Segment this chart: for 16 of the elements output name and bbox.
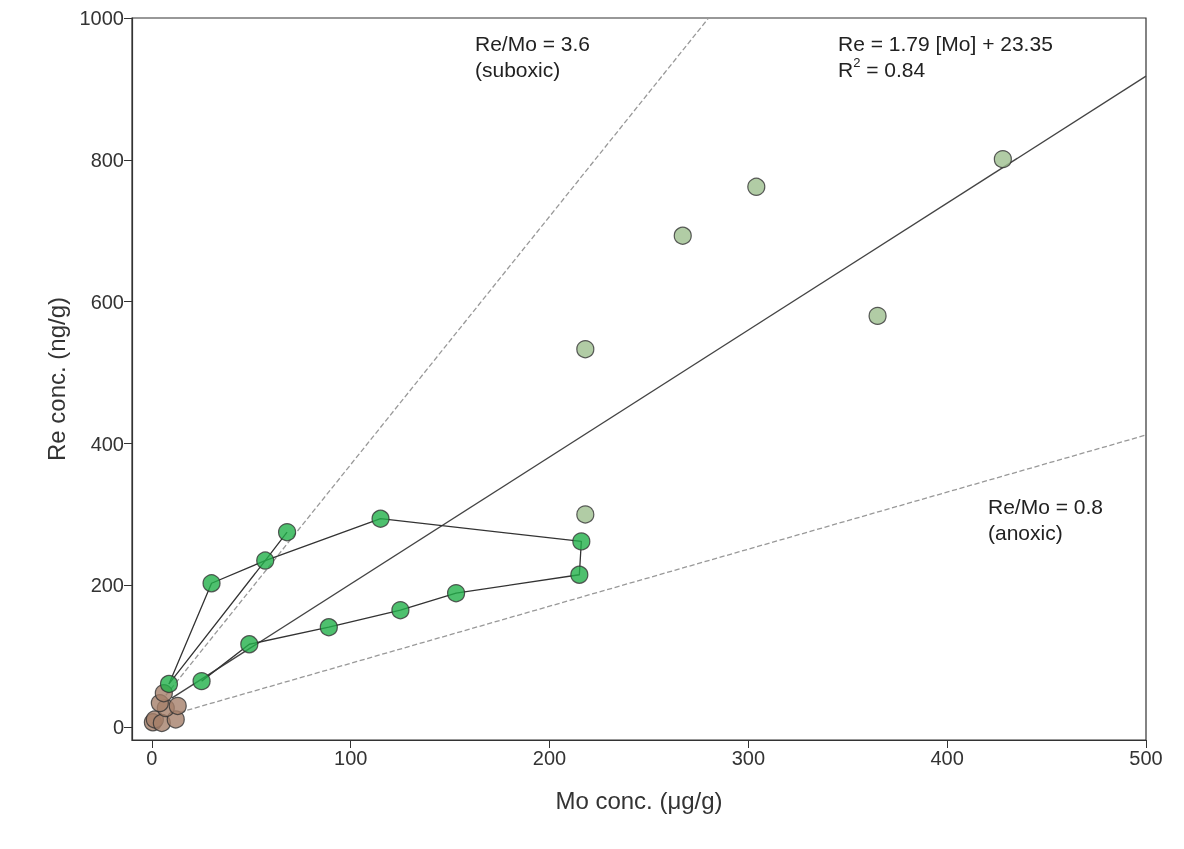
annotation: Re/Mo = 0.8 (anoxic)	[988, 494, 1103, 544]
x-tick-label: 100	[334, 747, 368, 769]
y-tick-label: 600	[90, 290, 124, 313]
x-tick-label: 500	[1129, 747, 1163, 769]
y-tick-label: 200	[90, 574, 124, 597]
annotation: Re/Mo = 3.6 (suboxic)	[475, 31, 590, 81]
y-tick-label: 800	[90, 148, 124, 171]
x-tick-label: 0	[146, 747, 158, 769]
y-tick-label: 0	[112, 716, 124, 739]
x-axis-title: Mo conc. (μg/g)	[555, 786, 723, 814]
x-tick-label: 300	[731, 747, 766, 769]
y-tick-label: 400	[90, 432, 124, 455]
y-axis-title: Re conc. (ng/g)	[43, 296, 71, 462]
y-tick-label: 1000	[79, 7, 124, 29]
x-tick-label: 400	[930, 747, 964, 769]
x-tick-label: 200	[532, 747, 567, 769]
